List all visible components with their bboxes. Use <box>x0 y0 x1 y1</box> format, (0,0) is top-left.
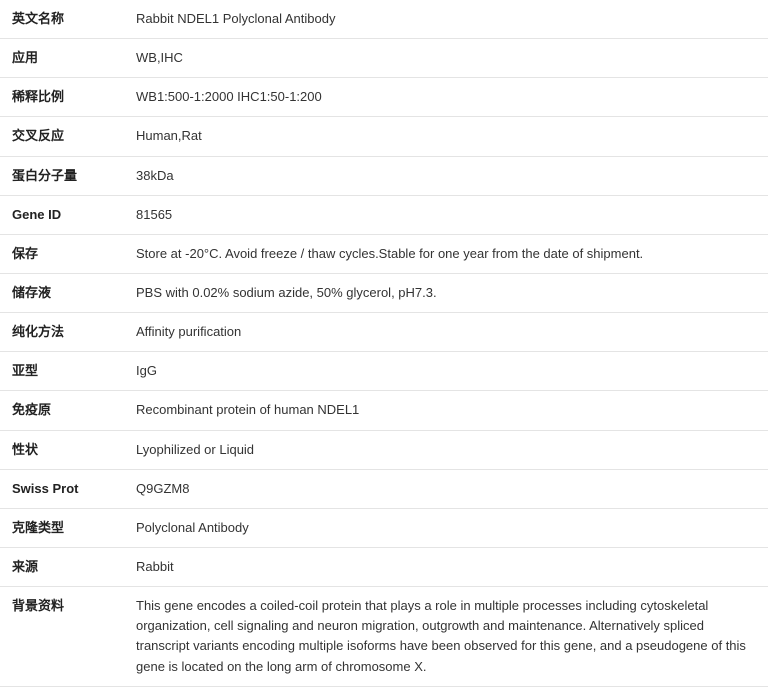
table-row: 保存 Store at -20°C. Avoid freeze / thaw c… <box>0 235 768 274</box>
row-value: Human,Rat <box>136 126 768 146</box>
row-value: Rabbit NDEL1 Polyclonal Antibody <box>136 9 768 29</box>
row-label: Gene ID <box>12 205 136 225</box>
row-value: Rabbit <box>136 557 768 577</box>
table-row: 性状 Lyophilized or Liquid <box>0 431 768 470</box>
spec-table: 英文名称 Rabbit NDEL1 Polyclonal Antibody 应用… <box>0 0 768 687</box>
table-row: 蛋白分子量 38kDa <box>0 157 768 196</box>
table-row: Gene ID 81565 <box>0 196 768 235</box>
row-label: 免疫原 <box>12 400 136 420</box>
table-row: 纯化方法 Affinity purification <box>0 313 768 352</box>
row-label: 纯化方法 <box>12 322 136 342</box>
row-value: WB,IHC <box>136 48 768 68</box>
table-row: 稀释比例 WB1:500-1:2000 IHC1:50-1:200 <box>0 78 768 117</box>
row-value: 38kDa <box>136 166 768 186</box>
table-row: 免疫原 Recombinant protein of human NDEL1 <box>0 391 768 430</box>
row-value: Lyophilized or Liquid <box>136 440 768 460</box>
row-value: WB1:500-1:2000 IHC1:50-1:200 <box>136 87 768 107</box>
row-label: 应用 <box>12 48 136 68</box>
table-row: 应用 WB,IHC <box>0 39 768 78</box>
row-value: 81565 <box>136 205 768 225</box>
row-label: 来源 <box>12 557 136 577</box>
row-value: Recombinant protein of human NDEL1 <box>136 400 768 420</box>
table-row: 交叉反应 Human,Rat <box>0 117 768 156</box>
row-label: 保存 <box>12 244 136 264</box>
row-label: 克隆类型 <box>12 518 136 538</box>
row-label: 背景资料 <box>12 596 136 616</box>
row-label: Swiss Prot <box>12 479 136 499</box>
row-label: 交叉反应 <box>12 126 136 146</box>
row-value: Q9GZM8 <box>136 479 768 499</box>
table-row: 来源 Rabbit <box>0 548 768 587</box>
table-row: 英文名称 Rabbit NDEL1 Polyclonal Antibody <box>0 0 768 39</box>
row-value: This gene encodes a coiled-coil protein … <box>136 596 768 677</box>
table-row: 亚型 IgG <box>0 352 768 391</box>
table-row: 背景资料 This gene encodes a coiled-coil pro… <box>0 587 768 687</box>
table-row: Swiss Prot Q9GZM8 <box>0 470 768 509</box>
table-row: 克隆类型 Polyclonal Antibody <box>0 509 768 548</box>
row-label: 性状 <box>12 440 136 460</box>
row-value: Affinity purification <box>136 322 768 342</box>
table-row: 储存液 PBS with 0.02% sodium azide, 50% gly… <box>0 274 768 313</box>
row-value: IgG <box>136 361 768 381</box>
row-value: Polyclonal Antibody <box>136 518 768 538</box>
row-label: 蛋白分子量 <box>12 166 136 186</box>
row-label: 亚型 <box>12 361 136 381</box>
row-value: Store at -20°C. Avoid freeze / thaw cycl… <box>136 244 768 264</box>
row-label: 储存液 <box>12 283 136 303</box>
row-label: 稀释比例 <box>12 87 136 107</box>
row-value: PBS with 0.02% sodium azide, 50% glycero… <box>136 283 768 303</box>
row-label: 英文名称 <box>12 9 136 29</box>
